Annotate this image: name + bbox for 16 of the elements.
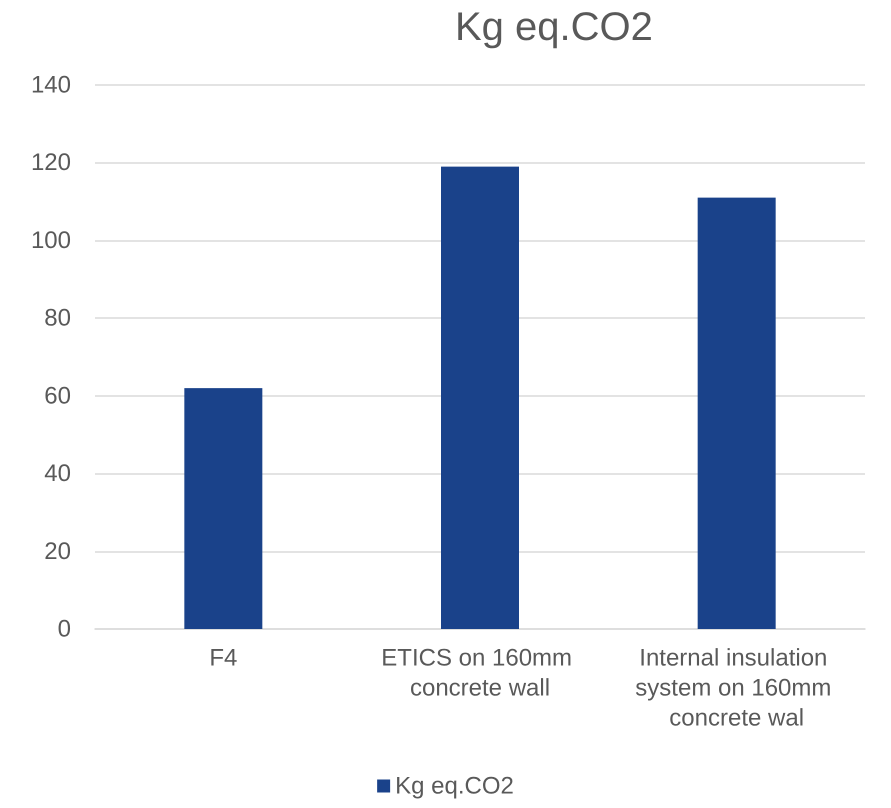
bar bbox=[698, 198, 776, 629]
y-tick-label: 60 bbox=[44, 382, 71, 410]
y-tick-label: 120 bbox=[30, 149, 71, 176]
y-tick-label: 140 bbox=[30, 72, 71, 98]
x-tick-label: Internal insulation system on 160mm concrete wal bbox=[635, 644, 838, 732]
bar bbox=[184, 388, 262, 629]
y-tick-label: 40 bbox=[44, 460, 71, 488]
legend-label: Kg eq.CO2 bbox=[395, 772, 514, 800]
x-tick-label: ETICS on 160mm concrete wall bbox=[381, 644, 579, 702]
y-tick-label: 80 bbox=[44, 304, 71, 332]
y-tick-label: 0 bbox=[58, 616, 71, 642]
y-tick-label: 20 bbox=[44, 538, 71, 565]
y-tick-label: 100 bbox=[30, 226, 71, 254]
bar bbox=[441, 166, 519, 629]
x-tick-label: F4 bbox=[209, 644, 238, 672]
chart-title: Kg eq.CO2 bbox=[455, 5, 653, 49]
